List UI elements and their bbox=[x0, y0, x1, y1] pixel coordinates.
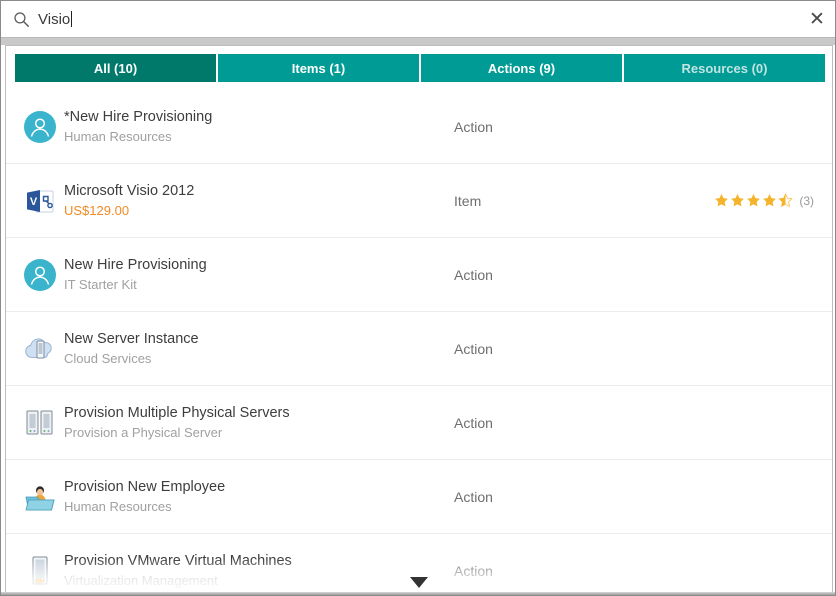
tab-all[interactable]: All (10) bbox=[15, 54, 218, 82]
list-item-text: Microsoft Visio 2012 US$129.00 bbox=[64, 182, 454, 219]
list-item-type: Item bbox=[454, 192, 482, 209]
list-item-subtitle: Provision a Physical Server bbox=[64, 424, 223, 440]
person-avatar-icon bbox=[18, 258, 62, 291]
list-item-title: Provision New Employee bbox=[64, 478, 226, 495]
list-item[interactable]: Provision New Employee Human Resources A… bbox=[6, 460, 832, 534]
list-item-title: Provision Multiple Physical Servers bbox=[64, 404, 290, 421]
list-item-subtitle: Cloud Services bbox=[64, 350, 152, 366]
search-bar: Visio ✕ bbox=[1, 1, 835, 38]
list-item-subtitle: Virtualization Management bbox=[64, 572, 218, 588]
list-item-price: US$129.00 bbox=[64, 202, 130, 218]
list-item-type: Action bbox=[454, 266, 493, 283]
tab-actions[interactable]: Actions (9) bbox=[421, 54, 624, 82]
list-item-type: Action bbox=[454, 414, 493, 431]
list-item-type: Action bbox=[454, 340, 493, 357]
list-item-text: Provision VMware Virtual Machines Virtua… bbox=[64, 552, 454, 589]
list-item-subtitle: Human Resources bbox=[64, 498, 172, 514]
vmware-server-icon bbox=[18, 554, 62, 588]
star-icon bbox=[715, 194, 729, 207]
text-cursor bbox=[71, 11, 73, 27]
server-racks-icon bbox=[18, 407, 62, 439]
rating-count: (3) bbox=[799, 193, 814, 208]
results-list[interactable]: *New Hire Provisioning Human Resources A… bbox=[6, 90, 832, 593]
search-input[interactable]: Visio bbox=[38, 1, 797, 37]
list-item-type: Action bbox=[454, 562, 493, 579]
list-item-title: New Server Instance bbox=[64, 330, 199, 347]
list-item-subtitle: Human Resources bbox=[64, 128, 172, 144]
cloud-server-icon bbox=[18, 334, 62, 364]
list-item[interactable]: V Microsoft Visio 2012 US$129.00 Item bbox=[6, 164, 832, 238]
list-item-subtitle: IT Starter Kit bbox=[64, 276, 137, 292]
employee-folder-icon bbox=[18, 481, 62, 513]
star-icon bbox=[747, 194, 761, 207]
tab-items[interactable]: Items (1) bbox=[218, 54, 421, 82]
list-item-title: Provision VMware Virtual Machines bbox=[64, 552, 292, 569]
microsoft-visio-icon: V bbox=[18, 185, 62, 217]
list-item-title: New Hire Provisioning bbox=[64, 256, 207, 273]
list-item-text: *New Hire Provisioning Human Resources bbox=[64, 108, 454, 145]
list-item-title: Microsoft Visio 2012 bbox=[64, 182, 195, 199]
list-item-text: Provision Multiple Physical Servers Prov… bbox=[64, 404, 454, 441]
list-item-text: New Hire Provisioning IT Starter Kit bbox=[64, 256, 454, 293]
list-item-type: Action bbox=[454, 488, 493, 505]
search-icon bbox=[14, 11, 30, 27]
list-item-type: Action bbox=[454, 118, 493, 135]
svg-text:V: V bbox=[30, 196, 38, 208]
list-item[interactable]: New Server Instance Cloud Services Actio… bbox=[6, 312, 832, 386]
scroll-down-arrow-icon[interactable] bbox=[410, 577, 428, 588]
star-icon bbox=[731, 194, 745, 207]
list-item[interactable]: Provision Multiple Physical Servers Prov… bbox=[6, 386, 832, 460]
window-bottom-bevel bbox=[1, 592, 835, 595]
panel-gap-divider bbox=[1, 38, 835, 45]
results-tabs: All (10) Items (1) Actions (9) Resources… bbox=[15, 54, 825, 82]
list-item-text: New Server Instance Cloud Services bbox=[64, 330, 454, 367]
results-panel: All (10) Items (1) Actions (9) Resources… bbox=[5, 45, 833, 594]
list-item-rating: (3) bbox=[644, 193, 832, 208]
star-rating bbox=[714, 193, 793, 208]
search-input-value: Visio bbox=[38, 10, 71, 28]
star-half-icon bbox=[778, 193, 793, 208]
close-icon[interactable]: ✕ bbox=[797, 1, 835, 37]
list-item-text: Provision New Employee Human Resources bbox=[64, 478, 454, 515]
list-item-title: *New Hire Provisioning bbox=[64, 108, 213, 125]
star-icon bbox=[763, 194, 777, 207]
list-item[interactable]: *New Hire Provisioning Human Resources A… bbox=[6, 90, 832, 164]
person-avatar-icon bbox=[18, 110, 62, 143]
list-item[interactable]: New Hire Provisioning IT Starter Kit Act… bbox=[6, 238, 832, 312]
tab-resources[interactable]: Resources (0) bbox=[624, 54, 825, 82]
